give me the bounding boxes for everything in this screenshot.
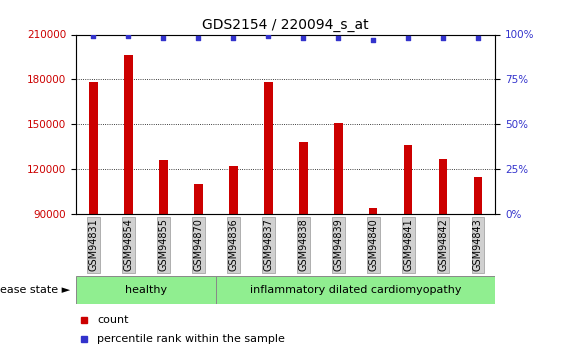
Bar xyxy=(299,142,307,214)
Text: percentile rank within the sample: percentile rank within the sample xyxy=(97,334,285,344)
Bar xyxy=(216,276,495,304)
Text: GSM94870: GSM94870 xyxy=(193,218,203,272)
Point xyxy=(299,35,308,41)
Point xyxy=(263,33,272,39)
Point xyxy=(229,35,238,41)
Point xyxy=(404,35,413,41)
Bar xyxy=(404,145,413,214)
Bar xyxy=(334,123,342,214)
Text: GSM94854: GSM94854 xyxy=(123,218,133,272)
Text: GSM94831: GSM94831 xyxy=(88,219,99,271)
Text: GSM94855: GSM94855 xyxy=(158,218,168,272)
Point xyxy=(473,35,482,41)
Point xyxy=(334,35,343,41)
Text: GSM94836: GSM94836 xyxy=(228,219,238,271)
Text: GSM94842: GSM94842 xyxy=(438,218,448,272)
Bar xyxy=(159,160,168,214)
Point xyxy=(89,33,98,39)
Bar xyxy=(439,159,448,214)
Text: GSM94839: GSM94839 xyxy=(333,219,343,271)
Text: count: count xyxy=(97,315,128,325)
Bar xyxy=(194,184,203,214)
Text: GSM94841: GSM94841 xyxy=(403,219,413,271)
Text: GSM94837: GSM94837 xyxy=(263,218,273,272)
Bar xyxy=(473,177,482,214)
Point xyxy=(159,35,168,41)
Point xyxy=(194,35,203,41)
Point xyxy=(369,37,378,43)
Text: GSM94840: GSM94840 xyxy=(368,219,378,271)
Bar xyxy=(124,56,133,214)
Bar xyxy=(369,208,377,214)
Bar xyxy=(229,166,238,214)
Text: healthy: healthy xyxy=(125,285,167,295)
Point xyxy=(124,33,133,39)
Bar xyxy=(264,82,272,214)
Point xyxy=(439,35,448,41)
Bar xyxy=(89,82,98,214)
Text: GSM94843: GSM94843 xyxy=(473,219,483,271)
Title: GDS2154 / 220094_s_at: GDS2154 / 220094_s_at xyxy=(203,18,369,32)
Text: disease state ►: disease state ► xyxy=(0,285,70,295)
Text: inflammatory dilated cardiomyopathy: inflammatory dilated cardiomyopathy xyxy=(250,285,461,295)
Bar xyxy=(76,276,216,304)
Text: GSM94838: GSM94838 xyxy=(298,219,308,271)
